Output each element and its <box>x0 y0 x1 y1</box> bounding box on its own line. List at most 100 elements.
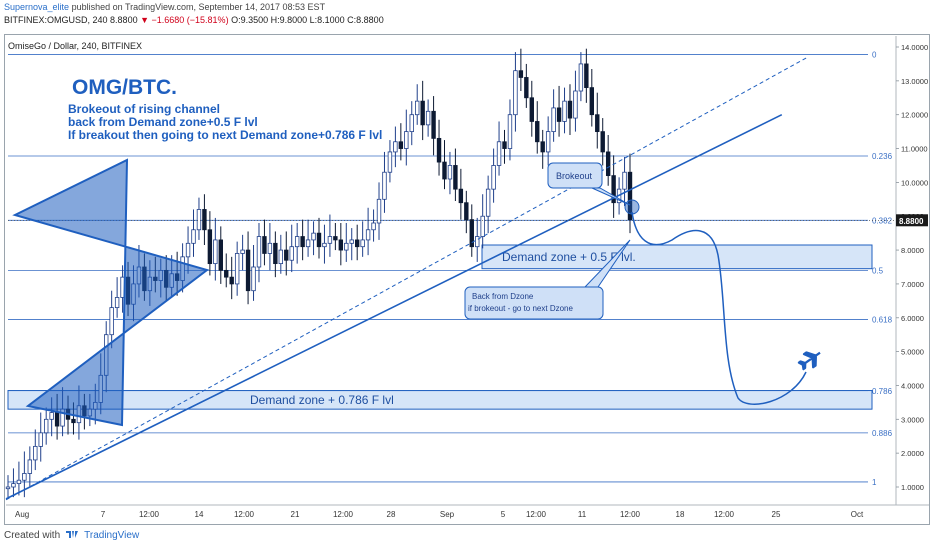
candle-body <box>556 107 562 122</box>
y-tick-label: 2.0000 <box>901 449 924 458</box>
x-tick-label: 12:00 <box>526 510 547 519</box>
y-tick-label: 8.0000 <box>901 246 924 255</box>
publish-info: Supernova_elite published on TradingView… <box>4 2 325 12</box>
demand-zone <box>7 390 873 410</box>
x-tick-label: 18 <box>676 510 685 519</box>
candle-body <box>289 246 294 261</box>
candle-body <box>535 121 540 143</box>
candle-body <box>49 412 54 420</box>
candle-body <box>316 232 322 248</box>
candle-body <box>458 188 464 204</box>
y-tick-label: 6.0000 <box>901 314 924 323</box>
candle-body <box>551 107 556 133</box>
candle-body <box>567 100 573 119</box>
candle-body <box>545 131 551 153</box>
candle-body <box>218 239 223 271</box>
candle-body <box>234 253 240 285</box>
candle-body <box>409 114 414 133</box>
candle-body <box>622 171 627 190</box>
x-tick-label: 14 <box>195 510 204 519</box>
candle-body <box>584 63 589 89</box>
candle-body <box>202 209 207 231</box>
fib-label: 0.236 <box>872 152 893 161</box>
candle-body <box>589 87 595 116</box>
back-pointer <box>583 239 631 288</box>
candle-body <box>349 239 354 244</box>
candle-body <box>398 141 404 149</box>
y-tick-label: 7.0000 <box>901 280 924 289</box>
back-label-2: if brokeout - go to next Dzone <box>468 304 574 313</box>
candle-body <box>22 473 27 481</box>
candle-body <box>305 239 311 248</box>
candle-body <box>464 202 469 221</box>
candle-body <box>540 141 545 153</box>
last-price: 8.8800 <box>110 15 138 25</box>
candle-body <box>267 242 273 254</box>
chart-legend: OmiseGo / Dollar, 240, BITFINEX <box>8 41 143 51</box>
candle-body <box>453 165 458 190</box>
candle-body <box>43 418 49 434</box>
candle-body <box>425 110 431 126</box>
created-with: Created with <box>4 530 61 541</box>
annotation-line1: Brokeout of rising channel <box>68 102 220 116</box>
chart-frame[interactable] <box>4 34 930 525</box>
candle-body <box>262 236 267 254</box>
candle-body <box>518 70 524 78</box>
brokeout-callout[interactable] <box>547 162 603 189</box>
fib-label: 0.5 <box>872 266 884 275</box>
candle-body <box>431 110 436 139</box>
candle-body <box>562 100 567 122</box>
fib-label: 0.886 <box>872 429 893 438</box>
candle-body <box>327 236 333 244</box>
x-tick-label: Aug <box>15 510 29 519</box>
demand-zone-label: Demand zone + 0.786 F lvl <box>250 393 394 407</box>
back-label-1: Back from Dzone <box>472 292 534 301</box>
candle-body <box>11 483 16 488</box>
star-drawing[interactable] <box>12 158 210 427</box>
footer: Created with TradingView <box>4 530 139 541</box>
candle-body <box>273 242 278 265</box>
candle-body <box>294 236 300 248</box>
candle-body <box>109 307 114 336</box>
demand-zone <box>481 244 873 270</box>
candle-body <box>611 175 616 204</box>
candle-body <box>322 242 327 248</box>
y-tick-label: 14.0000 <box>901 43 928 52</box>
price-badge-label: 8.8800 <box>899 217 924 226</box>
x-tick-label: 21 <box>291 510 300 519</box>
x-tick-label: 7 <box>101 510 106 519</box>
candle-body <box>469 219 474 248</box>
ticker-info: BITFINEX:OMGUSD, 240 8.8800 ▼ −1.6680 (−… <box>4 15 384 25</box>
axes: 14.000013.000012.000011.000010.00009.000… <box>6 36 929 519</box>
y-tick-label: 3.0000 <box>901 415 924 424</box>
candle-body <box>605 151 611 177</box>
x-tick-label: 12:00 <box>620 510 641 519</box>
channel-line-dashed <box>5 56 808 501</box>
candle-body <box>16 479 22 485</box>
candle-body <box>27 459 33 474</box>
candle-body <box>54 412 60 427</box>
demand-zone-label: Demand zone + 0.5 F lvl. <box>502 250 636 264</box>
x-tick-label: 11 <box>578 510 587 519</box>
fib-label: 1 <box>872 478 877 487</box>
candle-body <box>224 269 229 278</box>
ohlc-values: O:9.3500 H:9.8000 L:8.1000 C:8.8800 <box>231 15 384 25</box>
candle-body <box>485 188 491 217</box>
author-link[interactable]: Supernova_elite <box>4 2 70 12</box>
candle-body <box>387 151 393 173</box>
candle-body <box>196 209 202 231</box>
projection-path <box>631 211 807 405</box>
candle-body <box>284 249 289 261</box>
y-tick-label: 13.0000 <box>901 77 928 86</box>
x-tick-label: 5 <box>501 510 506 519</box>
tradingview-link[interactable]: TradingView <box>84 530 140 541</box>
back-callout[interactable] <box>464 286 604 320</box>
candle-body <box>185 242 191 258</box>
candle-body <box>338 239 344 251</box>
candle-body <box>475 236 480 248</box>
candle-body <box>529 97 534 122</box>
airplane-icon <box>797 351 821 371</box>
candle-body <box>251 266 256 292</box>
x-tick-label: Sep <box>440 510 455 519</box>
